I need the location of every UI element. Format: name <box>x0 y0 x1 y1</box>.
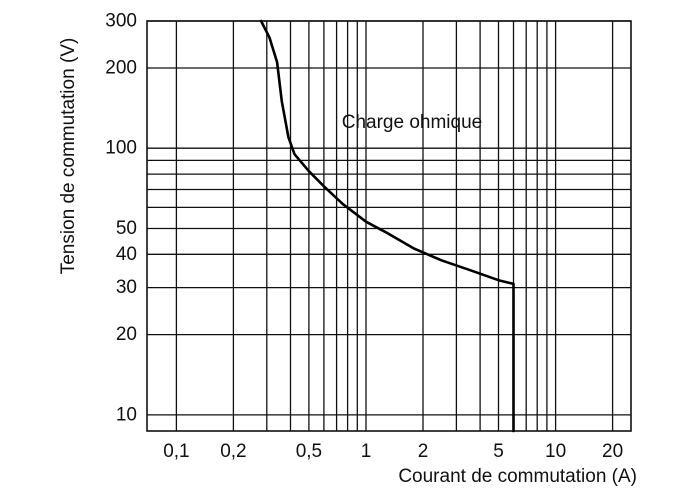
y-tick-label: 20 <box>116 324 137 345</box>
x-gridlines <box>175 21 614 431</box>
y-tick-label: 30 <box>116 277 137 298</box>
x-tick-labels: 0,1 0,2 0,5 1 2 5 10 20 <box>163 441 623 462</box>
x-tick-label: 2 <box>418 441 429 462</box>
x-tick-label: 1 <box>361 441 372 462</box>
annotation-charge-ohmique: Charge ohmique <box>342 112 482 133</box>
series-layer <box>259 19 515 433</box>
x-tick-label: 0,2 <box>220 441 246 462</box>
y-axis-label: Tension de commutation (V) <box>58 38 79 275</box>
y-tick-label: 200 <box>105 58 137 79</box>
y-gridlines <box>147 20 631 416</box>
y-tick-label: 50 <box>116 218 137 239</box>
x-tick-label: 5 <box>493 441 504 462</box>
x-axis-label: Courant de commutation (A) <box>398 466 637 487</box>
y-tick-label: 100 <box>105 138 137 159</box>
y-tick-label: 40 <box>116 244 137 265</box>
x-tick-label: 10 <box>545 441 566 462</box>
x-tick-label: 0,5 <box>296 441 322 462</box>
x-tick-label: 20 <box>602 441 623 462</box>
y-tick-label: 300 <box>105 11 137 32</box>
plot-frame <box>146 20 632 432</box>
series-line <box>259 19 515 433</box>
y-tick-label: 10 <box>116 404 137 425</box>
y-tick-labels: 10 20 30 40 50 100 200 300 <box>105 11 137 426</box>
x-tick-label: 0,1 <box>163 441 189 462</box>
